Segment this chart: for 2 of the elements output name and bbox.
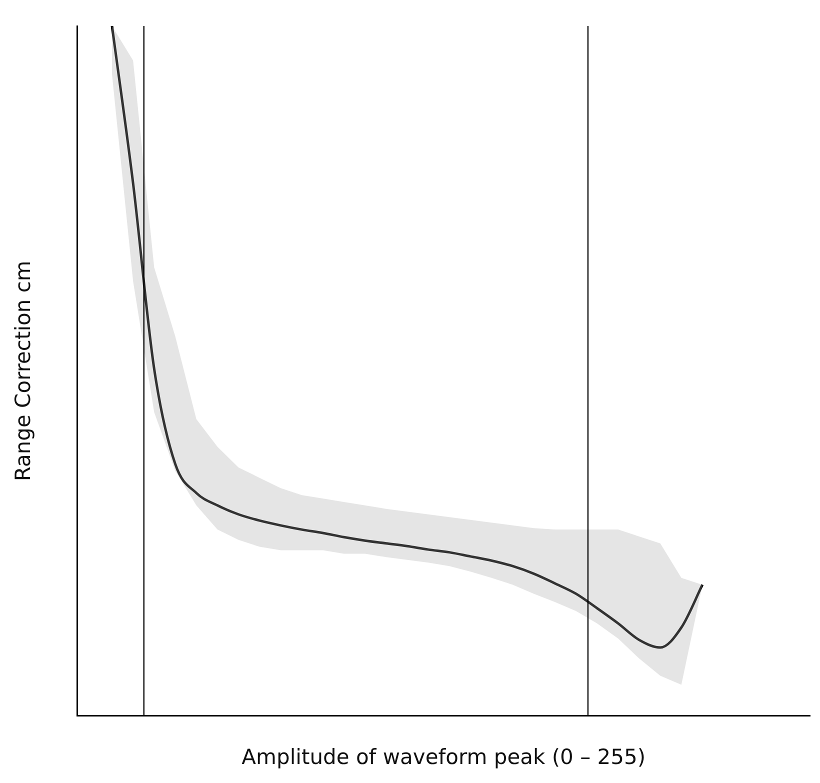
x-axis-title: Amplitude of waveform peak (0 – 255) [242, 744, 646, 769]
y-axis-title: Range Correction cm [11, 260, 36, 482]
